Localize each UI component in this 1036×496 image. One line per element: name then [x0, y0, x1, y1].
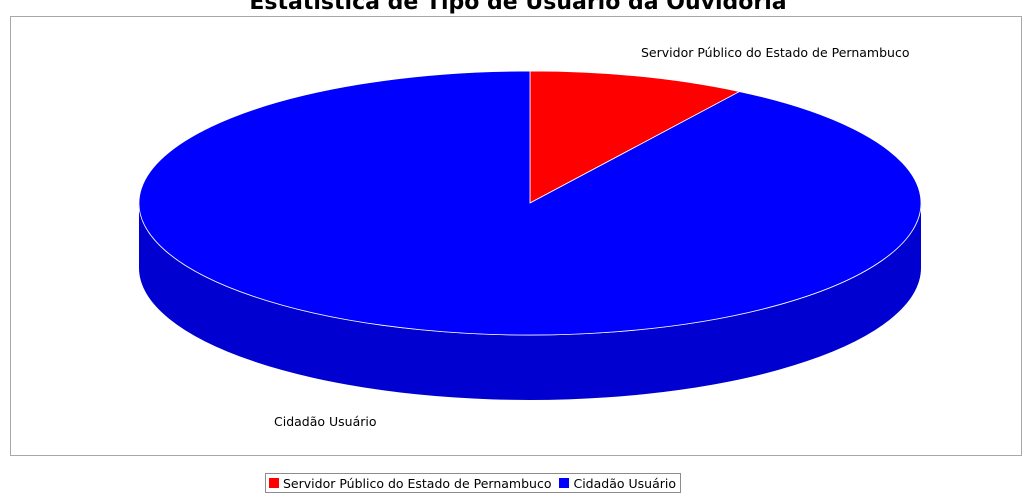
legend-swatch-red	[269, 478, 279, 488]
pie-slice-1	[138, 70, 922, 336]
legend-item-servidor: Servidor Público do Estado de Pernambuco	[269, 476, 551, 491]
pie-side-1-0	[139, 203, 921, 400]
pie-chart	[138, 70, 922, 400]
pie-slice-0	[529, 70, 741, 204]
legend-label-servidor: Servidor Público do Estado de Pernambuco	[283, 475, 552, 491]
legend-label-cidadao: Cidadão Usuário	[573, 475, 676, 491]
chart-title: Estatística de Tipo de Usuário da Ouvido…	[249, 0, 787, 15]
legend-item-cidadao: Cidadão Usuário	[559, 476, 676, 491]
legend-swatch-blue	[559, 478, 570, 488]
slice-label-cidadao: Cidadão Usuário	[274, 414, 377, 429]
plot-area: Servidor Público do Estado de Pernambuco…	[10, 16, 1022, 456]
slice-label-servidor: Servidor Público do Estado de Pernambuco	[641, 45, 910, 60]
legend: Servidor Público do Estado de Pernambuco…	[265, 473, 681, 493]
